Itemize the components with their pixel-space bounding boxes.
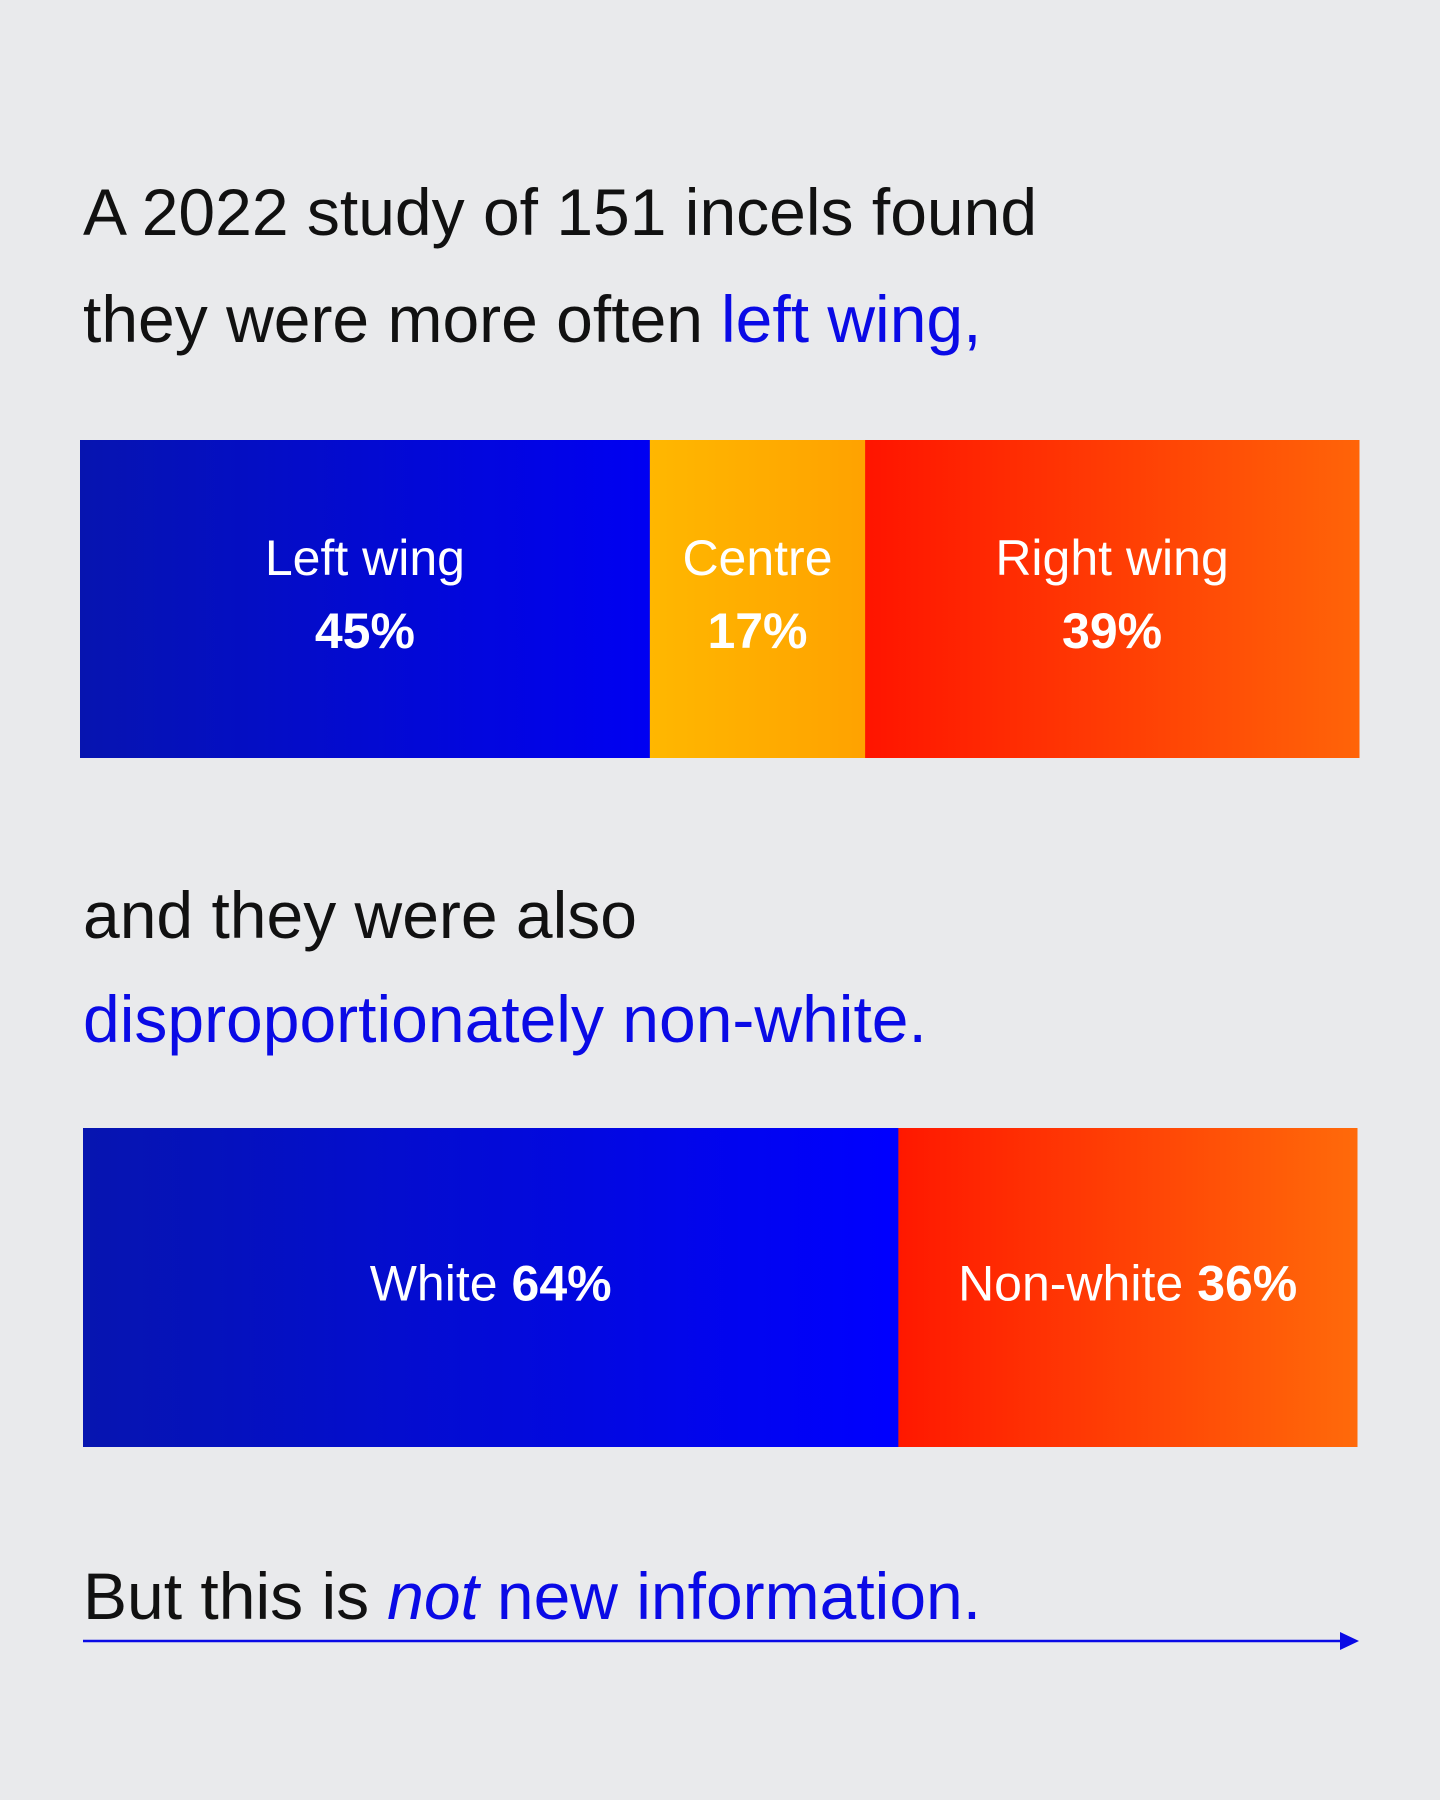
- bar-segment: [898, 1128, 1358, 1447]
- ethnicity-chart: White 64% Non-white 36%: [83, 1128, 1358, 1447]
- category-label: Non-white: [958, 1256, 1183, 1312]
- bar-segment: [649, 440, 866, 758]
- middle-line: and they were also: [83, 878, 637, 952]
- category-label: White: [370, 1256, 498, 1312]
- value-label: 17%: [707, 603, 807, 659]
- intro-line: A 2022 study of 151 incels found: [83, 175, 1037, 249]
- bar-segment: [865, 440, 1360, 758]
- value-label: 45%: [315, 603, 415, 659]
- intro-line: they were more often left wing,: [83, 282, 981, 356]
- footer-line: But this is not new information.: [83, 1559, 981, 1633]
- footer-emphasis: not: [387, 1559, 481, 1633]
- segment-label: White 64%: [370, 1256, 612, 1312]
- footer-highlight: new information.: [497, 1559, 981, 1633]
- category-label: Right wing: [995, 530, 1228, 586]
- value-label: 39%: [1062, 603, 1162, 659]
- politics-chart: Left wing 45% Centre 17% Right wing 39%: [80, 440, 1360, 758]
- footer-text: But this is: [83, 1559, 369, 1633]
- category-label: Centre: [682, 530, 832, 586]
- intro-text: they were more often: [83, 282, 703, 356]
- bar-segment: [80, 440, 651, 758]
- category-label: Left wing: [265, 530, 465, 586]
- segment-label: Non-white 36%: [958, 1256, 1297, 1312]
- arrow-head: [1340, 1632, 1359, 1650]
- intro-highlight: left wing,: [721, 282, 981, 356]
- value-label: 64%: [512, 1256, 612, 1312]
- value-label: 36%: [1197, 1256, 1297, 1312]
- middle-highlight: disproportionately non-white.: [83, 982, 927, 1056]
- bar-segment: [83, 1128, 899, 1447]
